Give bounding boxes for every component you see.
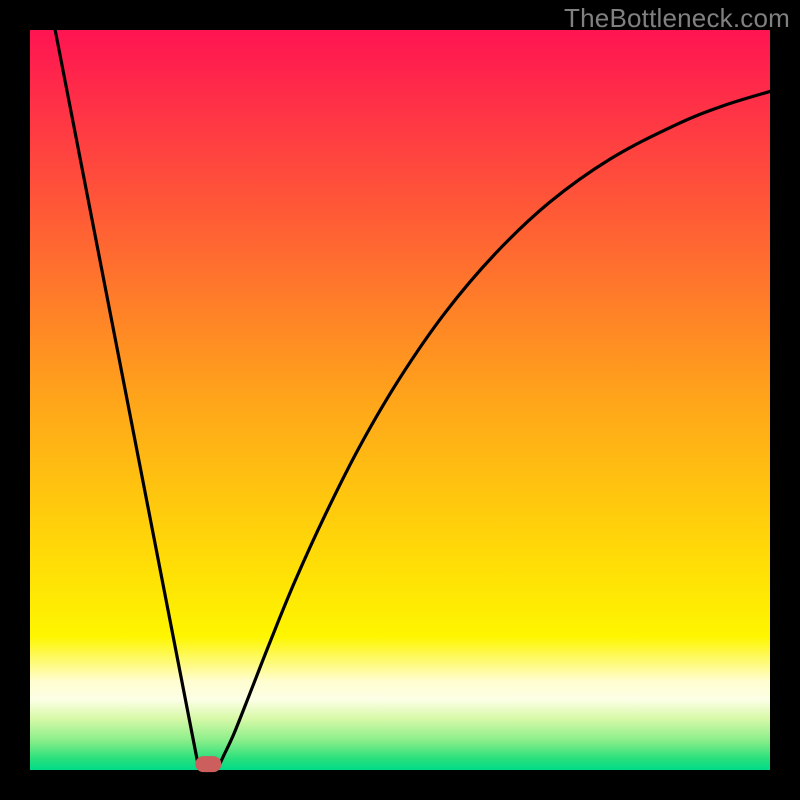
gradient-background [30,30,770,770]
bottleneck-chart [0,0,800,800]
watermark-text: TheBottleneck.com [564,3,790,34]
chart-container: TheBottleneck.com [0,0,800,800]
optimum-marker [195,756,221,772]
